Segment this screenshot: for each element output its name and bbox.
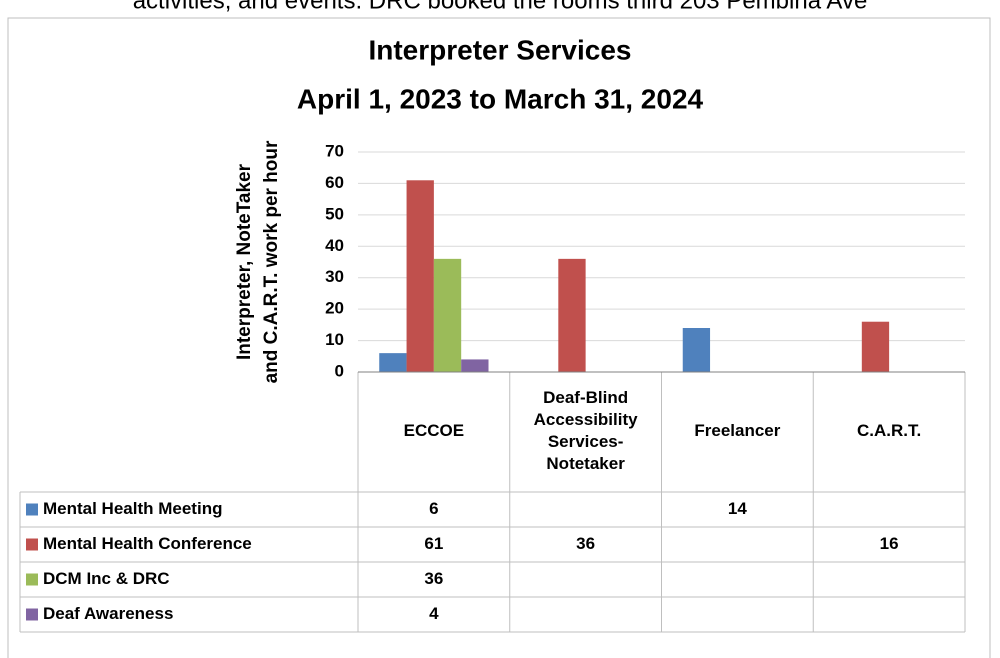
y-tick-label: 70 (325, 141, 344, 160)
legend-label: Mental Health Meeting (43, 499, 222, 518)
bar (682, 328, 711, 372)
legend-label: Mental Health Conference (43, 534, 252, 553)
bar (433, 258, 462, 372)
page-text: activities, and events. DRC booked the r… (133, 0, 868, 14)
bar (558, 258, 586, 372)
y-tick-label: 0 (335, 361, 344, 380)
chart-title: Interpreter Services (368, 34, 631, 65)
legend-key (26, 573, 38, 586)
legend-key (26, 503, 38, 516)
table-value: 6 (429, 499, 438, 518)
y-tick-label: 50 (325, 204, 344, 223)
table-value: 36 (576, 534, 595, 553)
bar (406, 180, 434, 372)
x-tick-label: Deaf-Blind Accessibility Services-Notetake… (534, 388, 638, 473)
table-value: 36 (424, 569, 443, 588)
legend-label: DCM Inc & DRC (43, 569, 170, 588)
table-value: 4 (429, 604, 439, 623)
chart-frame (7, 17, 991, 658)
x-tick-label: Freelancer (694, 421, 780, 440)
legend-key (26, 608, 38, 621)
bar (461, 359, 489, 372)
bar (861, 321, 890, 372)
legend-key (26, 538, 38, 551)
y-tick-label: 30 (325, 267, 344, 286)
y-tick-label: 60 (325, 173, 344, 192)
x-tick-label: ECCOE (404, 421, 464, 440)
y-tick-label: 10 (325, 330, 344, 349)
y-tick-label: 40 (325, 236, 344, 255)
bar (379, 353, 407, 372)
x-tick-label: C.A.R.T. (857, 421, 921, 440)
y-axis-label: Interpreter, NoteTaker (234, 163, 255, 360)
y-axis-label: and C.A.R.T. work per hour (261, 140, 282, 383)
table-value: 16 (880, 534, 899, 553)
table-value: 14 (728, 499, 747, 518)
table-value: 61 (424, 534, 443, 553)
chart-subtitle: April 1, 2023 to March 31, 2024 (297, 83, 704, 114)
y-tick-label: 20 (325, 299, 344, 318)
legend-label: Deaf Awareness (43, 604, 173, 623)
